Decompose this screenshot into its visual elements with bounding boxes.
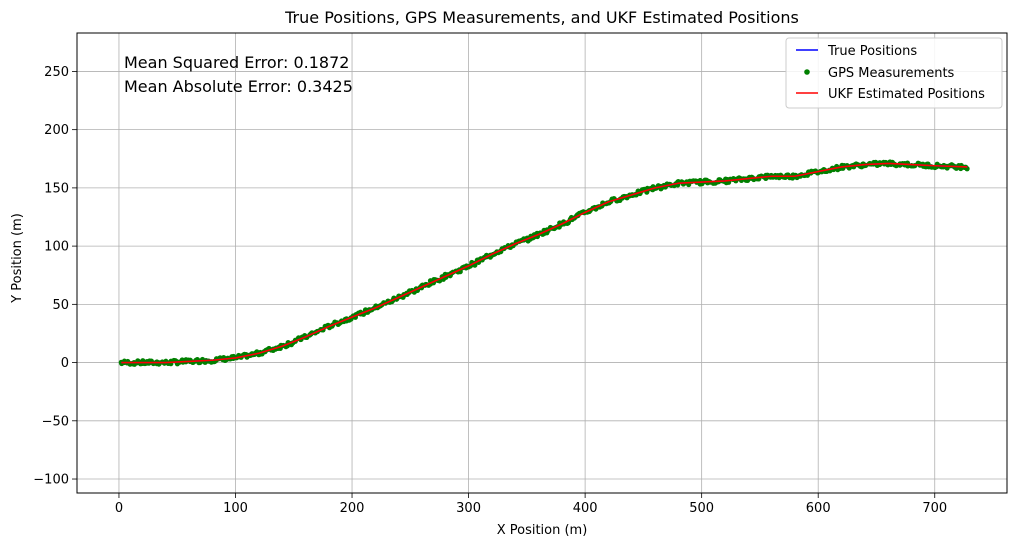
y-tick-label: 250 bbox=[44, 65, 69, 80]
y-tick-label: 100 bbox=[44, 240, 69, 255]
mse-annotation: Mean Squared Error: 0.1872 bbox=[124, 53, 349, 72]
x-axis-label: X Position (m) bbox=[497, 523, 588, 538]
grid bbox=[77, 33, 1007, 493]
x-tick-label: 200 bbox=[340, 501, 365, 516]
legend-label-gps-measurements: GPS Measurements bbox=[828, 66, 955, 81]
legend-label-true-positions: True Positions bbox=[827, 44, 917, 59]
plot-series bbox=[118, 159, 970, 367]
series-true-positions bbox=[121, 162, 968, 364]
x-tick-label: 700 bbox=[922, 501, 947, 516]
plot-frame bbox=[76, 32, 1008, 494]
ticks: 0 100 200 300 400 500 600 700 −100 −50 0 50 100 150 20… bbox=[33, 65, 947, 516]
series-line bbox=[121, 162, 968, 364]
x-tick-label: 500 bbox=[689, 501, 714, 516]
y-tick-label: 50 bbox=[52, 298, 69, 313]
x-tick-label: 0 bbox=[115, 501, 123, 516]
x-tick-label: 300 bbox=[456, 501, 481, 516]
legend-box bbox=[785, 37, 1003, 109]
x-tick-label: 400 bbox=[573, 501, 598, 516]
y-tick-label: −100 bbox=[33, 473, 69, 488]
y-tick-label: 150 bbox=[44, 181, 69, 196]
mae-annotation: Mean Absolute Error: 0.3425 bbox=[124, 77, 353, 96]
x-tick-label: 600 bbox=[806, 501, 831, 516]
y-axis-label: Y Position (m) bbox=[10, 213, 25, 304]
x-tick-label: 100 bbox=[223, 501, 248, 516]
series-line bbox=[121, 162, 968, 364]
legend-swatch-gps-measurements bbox=[804, 69, 810, 75]
chart-title: True Positions, GPS Measurements, and UK… bbox=[284, 8, 799, 27]
y-tick-label: −50 bbox=[42, 414, 69, 429]
legend-label-ukf-estimated-positions: UKF Estimated Positions bbox=[828, 87, 985, 102]
series-gps-measurements bbox=[118, 159, 970, 367]
y-tick-label: 0 bbox=[61, 356, 69, 371]
legend: True Positions GPS Measurements UKF Esti… bbox=[785, 37, 1003, 109]
series-ukf-estimated-positions bbox=[121, 162, 968, 364]
y-tick-label: 200 bbox=[44, 123, 69, 138]
